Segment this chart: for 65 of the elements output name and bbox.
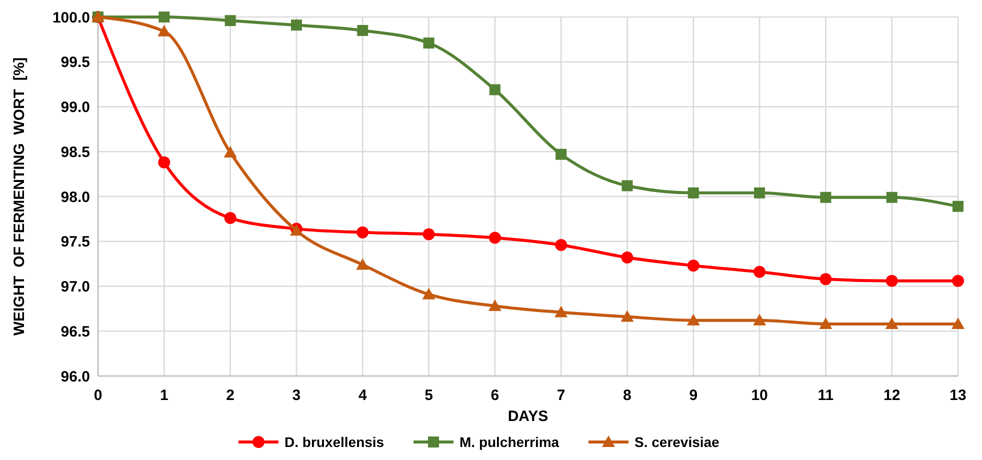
point xyxy=(952,274,964,287)
point xyxy=(622,180,633,192)
y-tick-label: 96.5 xyxy=(60,323,90,340)
legend-label: M. pulcherrima xyxy=(460,434,560,450)
point xyxy=(290,20,302,31)
point xyxy=(158,156,170,168)
x-tick-label: 7 xyxy=(556,387,566,404)
legend-label: D. bruxellensis xyxy=(284,434,384,450)
x-tick-label: 13 xyxy=(950,387,966,404)
point xyxy=(952,317,964,329)
legend-label: S. cerevisiae xyxy=(634,434,720,450)
x-tick-label: 9 xyxy=(689,387,698,404)
point xyxy=(820,273,832,286)
x-tick-label: 6 xyxy=(490,387,500,404)
point xyxy=(686,314,700,326)
point xyxy=(224,212,236,224)
point xyxy=(886,274,898,287)
x-tick-label: 1 xyxy=(160,387,168,404)
point xyxy=(886,192,898,203)
x-tick-label: 12 xyxy=(884,387,900,404)
point xyxy=(621,252,634,264)
point xyxy=(423,38,434,49)
x-tick-label: 5 xyxy=(424,387,433,404)
point xyxy=(422,288,436,300)
point xyxy=(158,12,170,22)
point xyxy=(489,84,500,96)
x-tick-label: 0 xyxy=(94,387,102,404)
point xyxy=(356,226,369,238)
point xyxy=(555,238,568,251)
y-axis-title: WEIGHT OF FERMENTING WORT [%] xyxy=(11,57,28,336)
point xyxy=(488,232,501,244)
x-tick-label: 4 xyxy=(358,387,368,404)
point xyxy=(224,15,236,26)
point xyxy=(885,317,898,329)
y-tick-label: 96.0 xyxy=(60,368,90,386)
point xyxy=(488,299,502,311)
point xyxy=(687,260,700,272)
point xyxy=(556,148,567,160)
y-tick-label: 98.5 xyxy=(60,144,90,161)
point xyxy=(952,200,964,212)
y-tick-label: 99.5 xyxy=(60,54,90,72)
y-tick-label: 97.5 xyxy=(60,234,90,251)
y-tick-label: 100.0 xyxy=(52,9,90,26)
point xyxy=(554,306,568,318)
point xyxy=(688,187,699,198)
y-tick-label: 98.0 xyxy=(60,188,90,206)
point xyxy=(819,317,832,329)
point xyxy=(357,24,368,36)
point xyxy=(422,228,435,240)
x-tick-label: 10 xyxy=(751,387,768,404)
point xyxy=(820,192,832,203)
point xyxy=(754,266,766,278)
x-tick-label: 8 xyxy=(623,387,632,404)
y-tick-label: 97.0 xyxy=(60,278,90,296)
point xyxy=(620,310,634,322)
point xyxy=(356,258,370,270)
point xyxy=(224,146,237,158)
point xyxy=(754,187,766,198)
y-tick-label: 99.0 xyxy=(60,99,90,116)
x-tick-label: 11 xyxy=(818,387,834,404)
x-tick-label: 3 xyxy=(292,387,301,404)
x-axis-title: DAYS xyxy=(508,408,548,425)
point xyxy=(158,24,171,36)
x-tick-label: 2 xyxy=(226,387,234,404)
point xyxy=(753,314,766,326)
